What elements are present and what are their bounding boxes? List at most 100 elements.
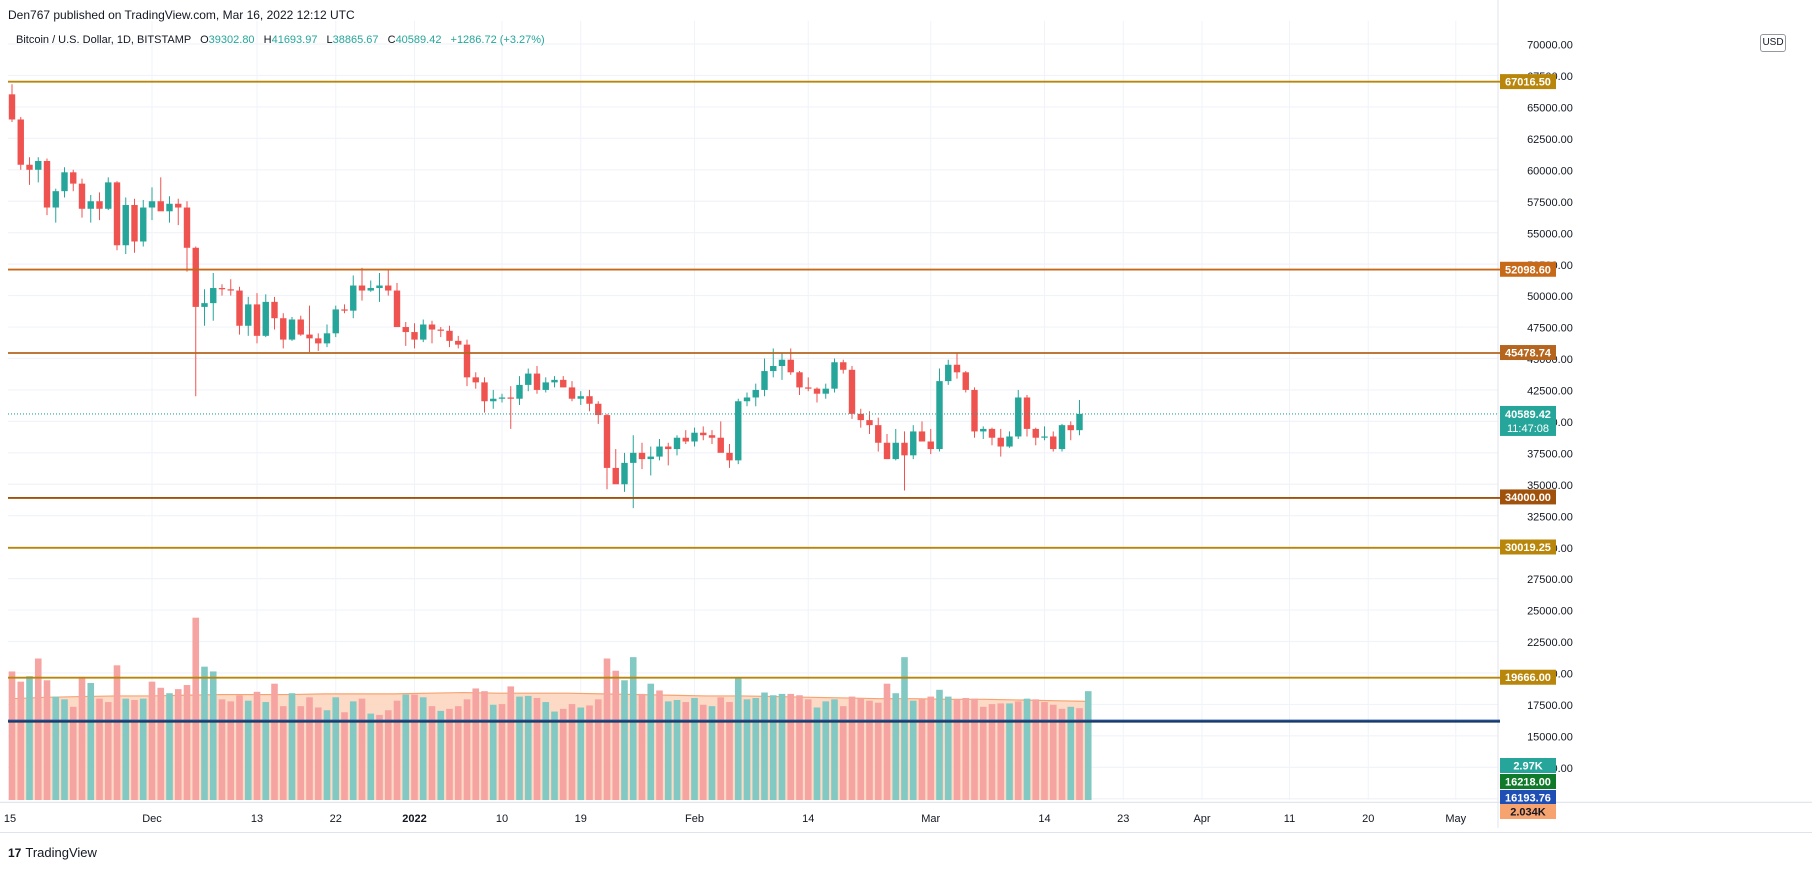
candle-body — [595, 403, 602, 416]
candle-body — [770, 366, 777, 372]
candle — [446, 325, 453, 348]
candle-body — [796, 372, 803, 388]
candle — [367, 280, 374, 292]
time-tick-label: Feb — [685, 813, 704, 825]
candle-body — [455, 340, 462, 345]
candle-body — [140, 207, 147, 242]
candle-body — [262, 301, 269, 336]
volume-bar — [1058, 708, 1066, 800]
candle — [323, 324, 331, 348]
candle — [883, 433, 891, 460]
candle — [420, 319, 427, 343]
volume-bar — [17, 681, 25, 800]
volume-bar — [314, 707, 322, 800]
candle — [358, 267, 366, 301]
candle-body — [87, 201, 94, 209]
volume-bar — [717, 697, 725, 800]
candle — [953, 353, 961, 379]
price-tick-label: 27500.00 — [1527, 574, 1573, 586]
price-tag: 19666.00 — [1500, 669, 1556, 685]
volume-bar — [192, 617, 200, 800]
candle-body — [367, 288, 374, 291]
candle-body — [551, 379, 558, 383]
candle — [831, 358, 838, 393]
volume-bar — [831, 699, 838, 800]
price-tag: 45478.74 — [1500, 345, 1556, 361]
volume-bar — [664, 701, 672, 800]
candle — [726, 444, 733, 468]
candle — [288, 316, 296, 341]
price-tick-label: 35000.00 — [1527, 480, 1573, 492]
candle-body — [822, 388, 829, 394]
volume-bar — [227, 701, 235, 800]
candle-body — [638, 452, 646, 460]
volume-bar — [367, 713, 375, 800]
volume-bar — [113, 665, 121, 800]
candle-body — [533, 373, 541, 390]
candle — [901, 431, 908, 491]
volume-bar — [218, 699, 226, 800]
volume-bar — [787, 693, 795, 800]
candle-body — [420, 324, 427, 340]
symbol-name[interactable]: Bitcoin / U.S. Dollar, 1D, BITSTAMP — [16, 34, 192, 46]
candle — [1050, 431, 1057, 452]
price-tag-text: 2.97K — [1513, 761, 1542, 773]
last-price-text: 40589.42 — [1505, 409, 1551, 421]
candle-body — [61, 172, 68, 192]
candle-body — [936, 381, 943, 450]
candle — [131, 198, 138, 253]
candle-body — [1006, 436, 1013, 447]
candle — [192, 246, 199, 397]
price-tick-label: 15000.00 — [1527, 731, 1573, 743]
price-tick-label: 47500.00 — [1527, 323, 1573, 335]
candle — [647, 446, 654, 476]
candle-body — [96, 201, 103, 209]
volume-bar — [734, 678, 742, 800]
candle — [962, 371, 969, 393]
candle-body — [752, 389, 759, 398]
currency-button[interactable]: USD — [1760, 34, 1786, 52]
candle-body — [490, 398, 497, 402]
tradingview-logo-icon: 17 — [8, 846, 22, 860]
candle-body — [577, 396, 584, 399]
volume-bar — [909, 700, 917, 800]
volume-bar — [988, 704, 996, 800]
candle — [743, 392, 751, 407]
volume-bar — [297, 706, 305, 800]
candle-body — [236, 290, 243, 326]
price-tag: 16193.76 — [1500, 790, 1556, 805]
candle — [1023, 394, 1031, 437]
candle — [113, 181, 121, 251]
open-label: O — [200, 34, 209, 46]
candle — [175, 198, 182, 226]
candle-body — [52, 191, 59, 208]
volume-bar — [822, 701, 830, 800]
volume-bar — [638, 693, 646, 800]
candle — [586, 389, 593, 412]
candle-body — [612, 467, 619, 485]
tradingview-footer[interactable]: 17 TradingView — [8, 845, 97, 860]
candle-body — [778, 359, 786, 367]
price-tick-label: 57500.00 — [1527, 197, 1573, 209]
volume-bar — [524, 695, 532, 800]
candle-body — [245, 304, 252, 326]
volume-bar — [726, 702, 733, 800]
change-value: +1286.72 (+3.27%) — [450, 34, 545, 46]
candle-body — [113, 182, 121, 246]
candle-body — [805, 387, 812, 389]
candle — [218, 284, 226, 296]
candle-body — [997, 437, 1004, 447]
volume-bar — [393, 700, 401, 800]
candle-body — [647, 456, 654, 460]
candle-body — [708, 435, 716, 438]
horizontal-levels — [8, 80, 1500, 723]
volume-bar — [507, 686, 515, 800]
candle — [245, 296, 252, 336]
candle — [796, 371, 803, 395]
volume-bar — [472, 688, 480, 800]
candle — [700, 426, 707, 441]
candle — [621, 452, 628, 492]
candle-body — [883, 442, 891, 460]
candle — [227, 279, 234, 296]
